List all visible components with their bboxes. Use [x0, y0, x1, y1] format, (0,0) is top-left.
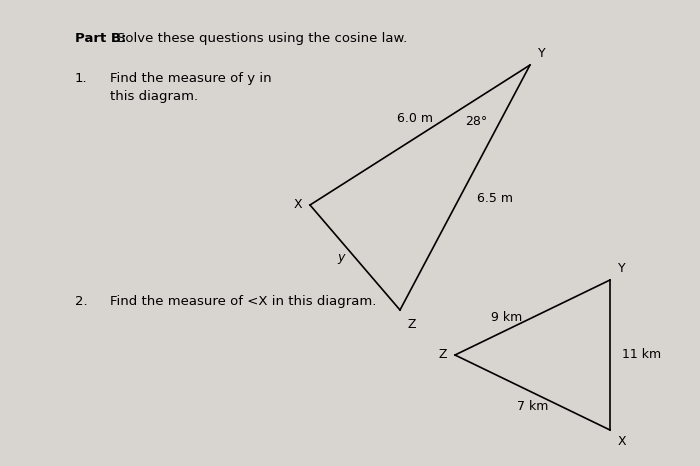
Text: Y: Y: [618, 262, 626, 275]
Text: y: y: [337, 251, 345, 264]
Text: X: X: [293, 199, 302, 212]
Text: Find the measure of <X in this diagram.: Find the measure of <X in this diagram.: [110, 295, 377, 308]
Text: Part B:: Part B:: [75, 32, 127, 45]
Text: Find the measure of y in: Find the measure of y in: [110, 72, 272, 85]
Text: 9 km: 9 km: [491, 311, 522, 324]
Text: X: X: [618, 435, 626, 448]
Text: this diagram.: this diagram.: [110, 90, 198, 103]
Text: 7 km: 7 km: [517, 400, 548, 413]
Text: 11 km: 11 km: [622, 349, 661, 362]
Text: 6.5 m: 6.5 m: [477, 192, 513, 206]
Text: Z: Z: [408, 318, 416, 331]
Text: Z: Z: [438, 349, 447, 362]
Text: 28°: 28°: [465, 115, 487, 128]
Text: 1.: 1.: [75, 72, 88, 85]
Text: 6.0 m: 6.0 m: [397, 112, 433, 125]
Text: Y: Y: [538, 47, 545, 60]
Text: 2.: 2.: [75, 295, 88, 308]
Text: Solve these questions using the cosine law.: Solve these questions using the cosine l…: [117, 32, 407, 45]
